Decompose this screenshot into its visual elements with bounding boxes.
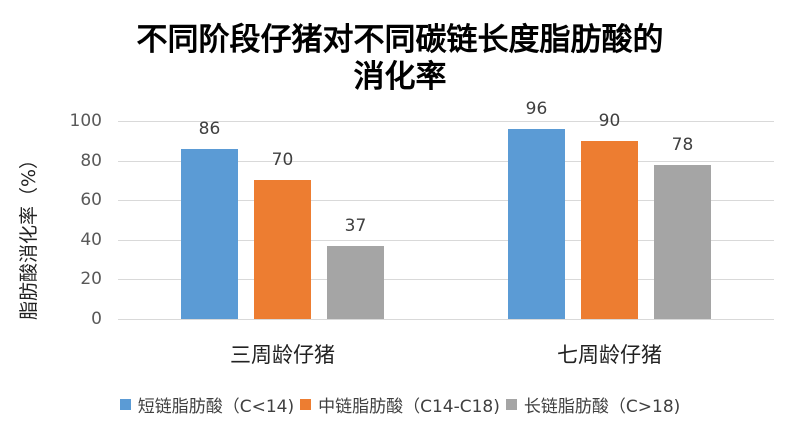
gridline [118, 240, 774, 241]
y-tick-label: 20 [80, 269, 102, 289]
y-tick-label: 80 [80, 151, 102, 171]
bar[interactable] [254, 180, 311, 319]
gridline [118, 121, 774, 122]
gridline [118, 279, 774, 280]
gridline [118, 161, 774, 162]
gridline [118, 319, 774, 320]
gridline [118, 200, 774, 201]
y-tick-label: 40 [80, 230, 102, 250]
x-category-label: 三周龄仔猪 [230, 343, 335, 367]
legend-label: 长链脂肪酸（C>18) [523, 397, 681, 417]
legend-item[interactable]: 长链脂肪酸（C>18) [505, 392, 681, 417]
y-tick-label: 0 [91, 309, 102, 329]
bar[interactable] [327, 246, 384, 319]
bar[interactable] [581, 141, 638, 319]
data-label: 96 [525, 99, 548, 119]
data-label: 86 [198, 119, 221, 139]
y-tick-label: 60 [80, 190, 102, 210]
chart-title-line-1: 不同阶段仔猪对不同碳链长度脂肪酸的 [136, 22, 664, 58]
data-label: 90 [598, 111, 621, 131]
bar[interactable] [508, 129, 565, 319]
y-tick-label: 100 [69, 111, 102, 131]
legend-swatch-icon [300, 399, 312, 410]
legend-item[interactable]: 短链脂肪酸（C<14) [119, 392, 295, 417]
x-category-label: 七周龄仔猪 [557, 343, 662, 367]
legend: 短链脂肪酸（C<14) 中链脂肪酸（C14-C18) 长链脂肪酸（C>18) [0, 392, 800, 417]
y-axis-label: 脂肪酸消化率（%） [18, 149, 40, 320]
data-label: 70 [271, 150, 294, 170]
legend-swatch-icon [505, 399, 517, 410]
chart-title-line-2: 消化率 [353, 59, 447, 95]
legend-swatch-icon [119, 399, 131, 410]
legend-label: 短链脂肪酸（C<14) [137, 397, 295, 417]
data-label: 78 [671, 135, 694, 155]
data-label: 37 [344, 216, 367, 236]
legend-item[interactable]: 中链脂肪酸（C14-C18) [300, 392, 500, 417]
bar[interactable] [181, 149, 238, 319]
legend-label: 中链脂肪酸（C14-C18) [318, 397, 500, 417]
bar[interactable] [654, 165, 711, 319]
